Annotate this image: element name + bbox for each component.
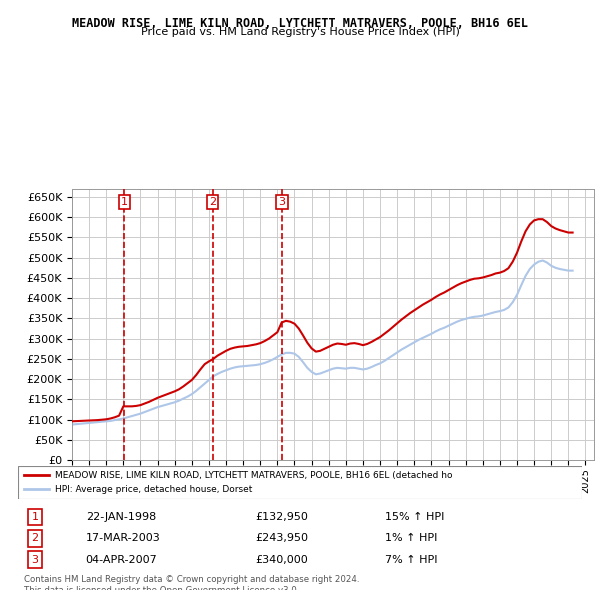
Text: 22-JAN-1998: 22-JAN-1998 xyxy=(86,512,156,522)
Text: 3: 3 xyxy=(31,555,38,565)
Text: 3: 3 xyxy=(278,197,286,207)
Text: 2: 2 xyxy=(31,533,38,543)
Text: MEADOW RISE, LIME KILN ROAD, LYTCHETT MATRAVERS, POOLE, BH16 6EL (detached ho: MEADOW RISE, LIME KILN ROAD, LYTCHETT MA… xyxy=(55,471,452,480)
Text: 1: 1 xyxy=(31,512,38,522)
Text: £340,000: £340,000 xyxy=(255,555,308,565)
Text: £243,950: £243,950 xyxy=(255,533,308,543)
Text: 17-MAR-2003: 17-MAR-2003 xyxy=(86,533,160,543)
Text: 7% ↑ HPI: 7% ↑ HPI xyxy=(385,555,437,565)
Text: 2: 2 xyxy=(209,197,216,207)
Text: £132,950: £132,950 xyxy=(255,512,308,522)
Text: Price paid vs. HM Land Registry's House Price Index (HPI): Price paid vs. HM Land Registry's House … xyxy=(140,27,460,37)
Text: MEADOW RISE, LIME KILN ROAD, LYTCHETT MATRAVERS, POOLE, BH16 6EL: MEADOW RISE, LIME KILN ROAD, LYTCHETT MA… xyxy=(72,17,528,30)
Text: 1% ↑ HPI: 1% ↑ HPI xyxy=(385,533,437,543)
Text: 15% ↑ HPI: 15% ↑ HPI xyxy=(385,512,444,522)
Text: Contains HM Land Registry data © Crown copyright and database right 2024.
This d: Contains HM Land Registry data © Crown c… xyxy=(24,575,359,590)
FancyBboxPatch shape xyxy=(18,466,582,499)
Text: 1: 1 xyxy=(121,197,128,207)
Text: HPI: Average price, detached house, Dorset: HPI: Average price, detached house, Dors… xyxy=(55,485,252,494)
Text: 04-APR-2007: 04-APR-2007 xyxy=(86,555,157,565)
